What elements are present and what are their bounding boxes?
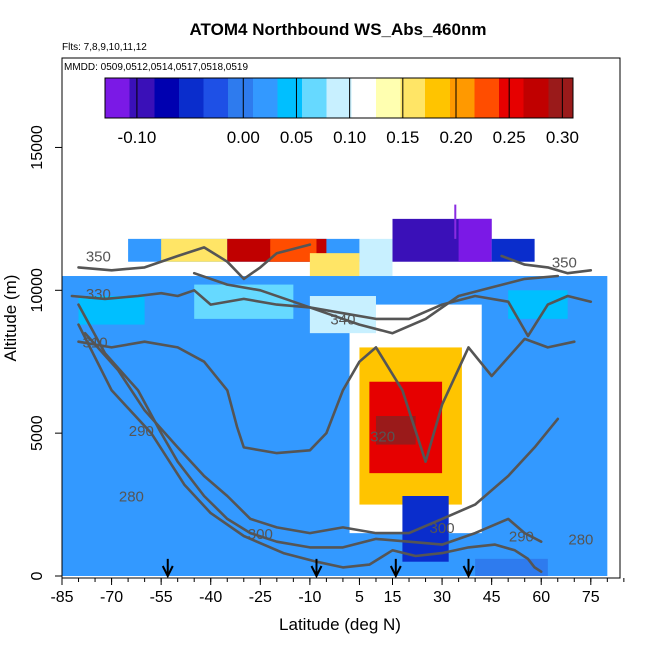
contour-label: 290 — [129, 423, 154, 440]
colorbar-tick-label: 0.15 — [386, 128, 419, 147]
y-tick-label: 15000 — [29, 125, 46, 170]
x-tick-label: 30 — [433, 589, 451, 606]
heatmap-cell — [194, 284, 294, 319]
contour-label: 300 — [430, 520, 455, 537]
heatmap-cell — [402, 496, 449, 562]
flights-subtitle: Flts: 7,8,9,10,11,12 — [62, 42, 147, 53]
marker-arrow-head — [310, 565, 323, 579]
x-tick-label: -70 — [100, 589, 123, 606]
x-tick-label: 75 — [582, 589, 600, 606]
contour-label: 350 — [552, 254, 577, 271]
contour-line-310 — [77, 337, 576, 463]
heatmap-cell — [309, 253, 360, 277]
contour-line-350 — [500, 254, 593, 275]
colorbar-tick-label: 0.05 — [280, 128, 313, 147]
x-tick-label: 15 — [384, 589, 402, 606]
plot-frame — [61, 57, 621, 579]
colorbar-tick-label: 0.20 — [439, 128, 472, 147]
y-axis: 0 5000 10000 15000 — [29, 125, 62, 580]
x-tick-label: -55 — [150, 589, 173, 606]
colorbar — [104, 77, 574, 119]
x-tick-label: -40 — [199, 589, 222, 606]
contour-line-300 — [83, 331, 560, 535]
marker-arrow-head — [389, 565, 402, 579]
x-axis: -85 -70 -55 -40 -25 -10 5 15 30 45 60 75 — [50, 578, 625, 606]
markers — [161, 204, 475, 579]
contour-label: 330 — [86, 286, 111, 303]
contour-line-350 — [77, 243, 312, 281]
contour-label: 310 — [83, 334, 108, 351]
contour-label: 280 — [568, 532, 593, 549]
heatmap-cell — [78, 296, 145, 325]
contour-label: 320 — [370, 429, 395, 446]
x-tick-label: -25 — [249, 589, 272, 606]
y-axis-label: Altitude (m) — [1, 275, 20, 362]
colorbar-tick-label: 0.10 — [333, 128, 366, 147]
colorbar-tick-label: -0.10 — [118, 128, 157, 147]
heatmap-cell — [458, 218, 492, 262]
contour-lines — [70, 243, 593, 573]
marker-arrow-head — [161, 565, 174, 579]
x-tick-label: -10 — [298, 589, 321, 606]
colorbar-ticks: -0.10 0.00 0.05 0.10 0.15 0.20 0.25 0.30 — [118, 78, 579, 147]
dates-subtitle: MMDD: 0509,0512,0514,0517,0518,0519 — [64, 62, 248, 73]
contour-labels: 350 330 310 340 290 280 300 320 300 290 280 350 — [83, 249, 594, 549]
heatmap-cell — [270, 238, 317, 262]
y-tick-label: 10000 — [29, 268, 46, 313]
x-tick-label: 5 — [355, 589, 364, 606]
colorbar-tick-label: 0.30 — [546, 128, 579, 147]
contour-line-280 — [77, 323, 543, 573]
contour-label: 300 — [248, 526, 273, 543]
y-tick-label: 5000 — [29, 415, 46, 451]
contour-label: 290 — [509, 529, 534, 546]
x-tick-label: 60 — [532, 589, 550, 606]
x-tick-label: 45 — [483, 589, 501, 606]
x-axis-label: Latitude (deg N) — [279, 615, 401, 634]
contour-label: 350 — [86, 249, 111, 266]
chart-title: ATOM4 Northbound WS_Abs_460nm — [190, 20, 487, 39]
heatmap-cell — [375, 416, 416, 445]
marker-arrow-head — [462, 565, 475, 579]
heatmap-field — [62, 218, 608, 576]
y-tick-label: 0 — [29, 571, 46, 580]
x-tick-label: -85 — [50, 589, 73, 606]
contour-label: 340 — [330, 312, 355, 329]
contour-line-330 — [70, 289, 593, 338]
heatmap-cell — [491, 238, 535, 262]
colorbar-tick-label: 0.00 — [227, 128, 260, 147]
contour-label: 280 — [119, 489, 144, 506]
colorbar-tick-label: 0.25 — [493, 128, 526, 147]
heatmap-cell — [508, 290, 568, 319]
heatmap-cell — [359, 238, 393, 277]
contour-line-340 — [192, 271, 560, 335]
